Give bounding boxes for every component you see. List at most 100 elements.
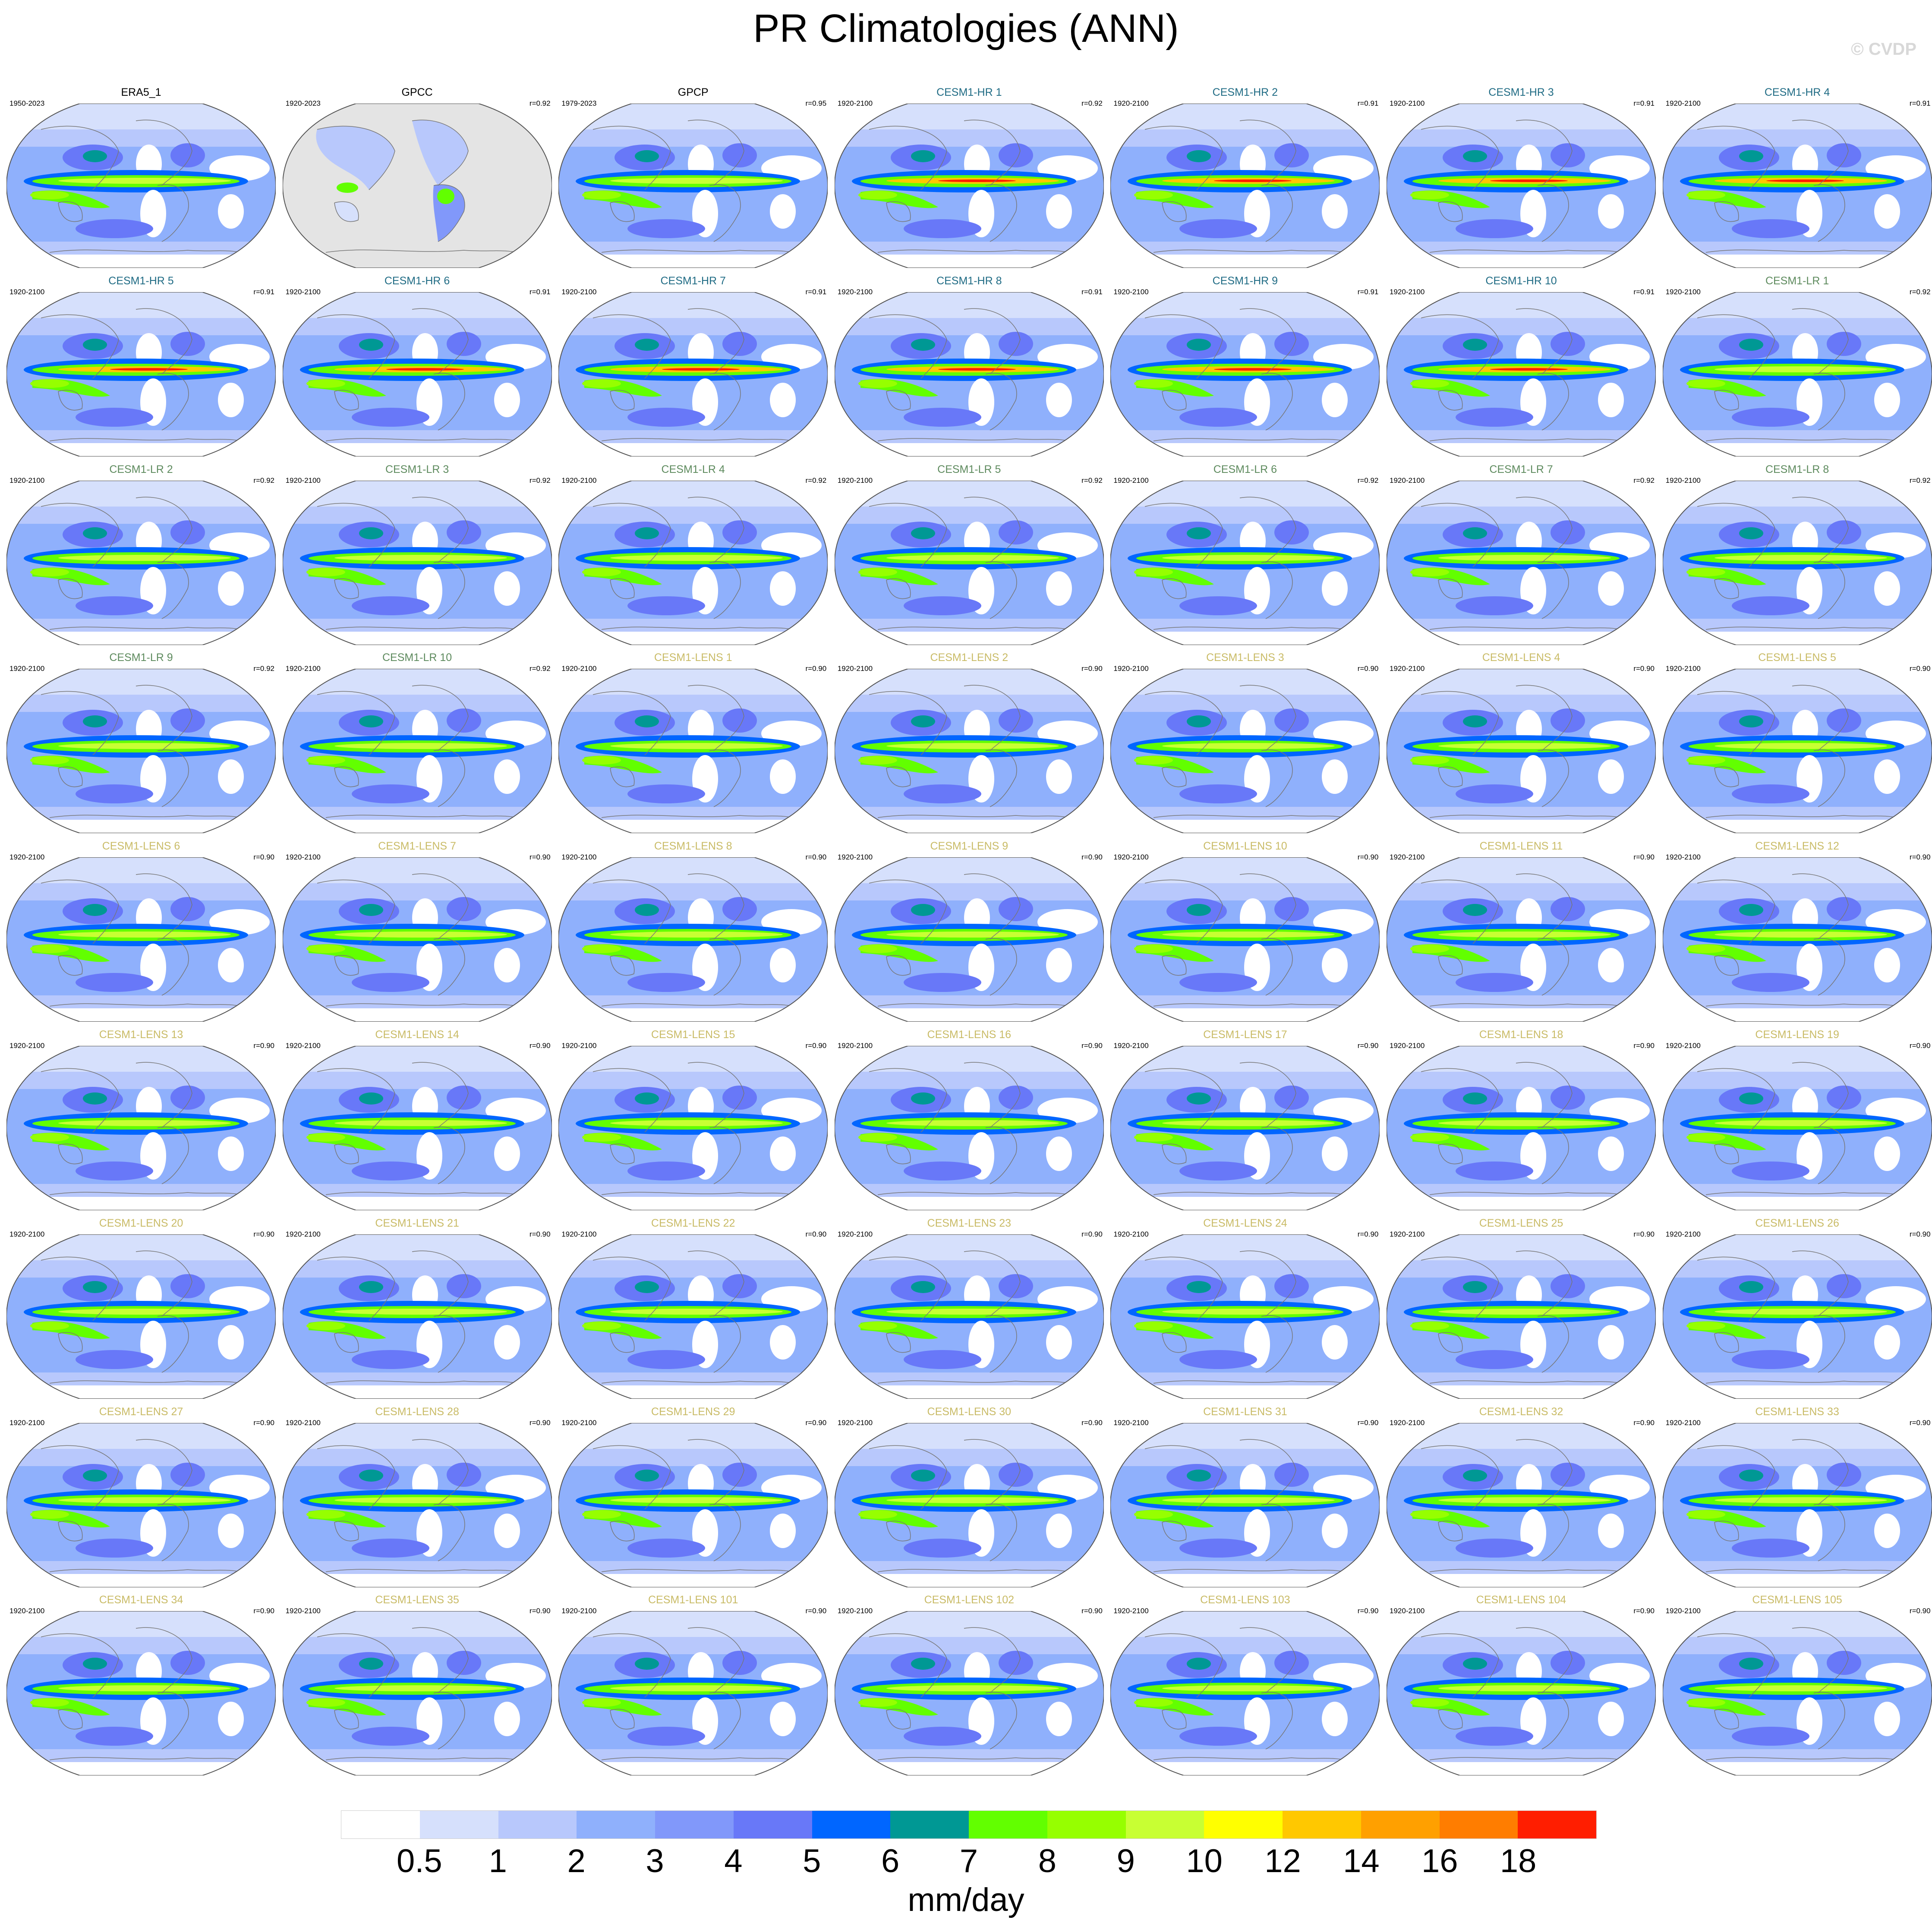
dry-south-atlantic bbox=[218, 948, 244, 983]
map-outline bbox=[6, 1234, 276, 1399]
itcz-core bbox=[1714, 1497, 1887, 1503]
map-panel: CESM1-LR 1 1920-2100 r=0.92 bbox=[1661, 275, 1932, 460]
map-outline bbox=[558, 1234, 828, 1399]
colorbar-tick-label: 3 bbox=[646, 1843, 664, 1879]
coastlines bbox=[1421, 1062, 1629, 1197]
polar-north bbox=[6, 1423, 276, 1449]
itcz-core bbox=[58, 178, 231, 184]
coastlines bbox=[317, 1627, 524, 1763]
coastlines bbox=[41, 496, 249, 632]
panel-years: 1920-2100 bbox=[1665, 1607, 1701, 1615]
storm-track-atlantic bbox=[1274, 897, 1309, 922]
polar-north bbox=[282, 1046, 552, 1072]
storm-track-atlantic bbox=[1826, 897, 1861, 922]
precip-map bbox=[1662, 480, 1932, 645]
precip-map bbox=[282, 292, 552, 456]
panel-title: CESM1-LENS 9 bbox=[930, 840, 1009, 853]
dry-south-atlantic bbox=[1322, 759, 1348, 794]
storm-track-south bbox=[1456, 1538, 1533, 1558]
polar-south bbox=[1110, 255, 1380, 268]
panel-pattern-correlation: r=0.90 bbox=[1909, 1418, 1931, 1427]
dry-south-atlantic bbox=[1598, 1702, 1624, 1737]
itcz-core bbox=[610, 1120, 783, 1126]
polar-north bbox=[1387, 1234, 1656, 1260]
precip-map bbox=[1110, 292, 1380, 456]
polar-south bbox=[1662, 443, 1932, 456]
coastlines bbox=[869, 308, 1077, 444]
storm-track-atlantic bbox=[1826, 1651, 1861, 1675]
precip-map bbox=[558, 1611, 828, 1776]
polar-south bbox=[1110, 1762, 1380, 1776]
polar-south bbox=[1387, 820, 1656, 834]
map-outline bbox=[558, 1046, 828, 1210]
polar-south bbox=[1110, 1574, 1380, 1587]
polar-south bbox=[6, 1574, 276, 1587]
dry-south-atlantic bbox=[1874, 571, 1900, 606]
polar-south bbox=[282, 1008, 552, 1022]
land-asia bbox=[315, 126, 395, 190]
colorbar-box bbox=[969, 1811, 1047, 1838]
panel-title: CESM1-LENS 22 bbox=[651, 1217, 735, 1229]
map-panel: CESM1-LENS 7 1920-2100 r=0.90 bbox=[281, 840, 553, 1026]
storm-track-atlantic bbox=[1551, 1651, 1585, 1675]
dry-south-atlantic bbox=[494, 1325, 520, 1360]
coastlines bbox=[1421, 685, 1629, 821]
panel-years: 1920-2100 bbox=[1113, 287, 1149, 296]
storm-track-south bbox=[1731, 973, 1809, 992]
panel-title: CESM1-LENS 2 bbox=[930, 652, 1009, 664]
storm-track-atlantic bbox=[722, 143, 757, 167]
storm-track-south bbox=[627, 1161, 706, 1180]
map-panel: GPCC 1920-2023 r=0.92 bbox=[281, 86, 553, 272]
panel-years: 1920-2100 bbox=[837, 287, 873, 296]
map-outline bbox=[558, 1423, 828, 1587]
polar-north bbox=[1387, 480, 1656, 507]
polar-south bbox=[558, 1762, 828, 1776]
map-outline bbox=[1387, 1234, 1656, 1399]
polar-south bbox=[1110, 820, 1380, 834]
storm-track-atlantic bbox=[170, 897, 205, 922]
panel-pattern-correlation: r=0.90 bbox=[529, 853, 551, 862]
precip-map bbox=[1387, 480, 1656, 645]
map-panel: CESM1-LENS 6 1920-2100 r=0.90 bbox=[5, 840, 277, 1026]
panel-pattern-correlation: r=0.92 bbox=[253, 664, 274, 673]
polar-north bbox=[6, 480, 276, 507]
polar-north bbox=[1662, 1423, 1932, 1449]
coastlines bbox=[1421, 1627, 1629, 1763]
map-outline bbox=[1387, 1046, 1656, 1210]
panel-years: 1920-2100 bbox=[285, 664, 321, 673]
coastlines bbox=[1145, 685, 1352, 821]
dry-south-atlantic bbox=[1322, 1136, 1348, 1171]
map-outline bbox=[1662, 480, 1932, 645]
map-panel: CESM1-LENS 28 1920-2100 r=0.90 bbox=[281, 1406, 553, 1591]
dry-south-atlantic bbox=[1598, 1513, 1624, 1548]
dry-south-atlantic bbox=[218, 571, 244, 606]
storm-track-atlantic bbox=[1826, 331, 1861, 356]
storm-track-south bbox=[351, 784, 429, 804]
itcz-core bbox=[58, 1497, 231, 1503]
itcz-core bbox=[886, 1308, 1059, 1315]
storm-track-south bbox=[903, 219, 981, 238]
coastlines bbox=[869, 1627, 1077, 1763]
panel-pattern-correlation: r=0.90 bbox=[1909, 1042, 1931, 1050]
dry-south-atlantic bbox=[770, 382, 796, 417]
map-panel: CESM1-LR 6 1920-2100 r=0.92 bbox=[1109, 463, 1381, 649]
itcz-core bbox=[334, 743, 507, 749]
precip-map bbox=[558, 669, 828, 834]
panel-pattern-correlation: r=0.91 bbox=[1081, 287, 1103, 296]
storm-track-south bbox=[76, 973, 153, 992]
itcz-max bbox=[1766, 179, 1844, 182]
panel-pattern-correlation: r=0.91 bbox=[1633, 99, 1655, 107]
panel-years: 1920-2100 bbox=[561, 1418, 597, 1427]
panel-years: 1920-2100 bbox=[285, 1042, 321, 1050]
coastlines bbox=[593, 1062, 801, 1197]
precip-map bbox=[558, 1234, 828, 1399]
polar-north bbox=[558, 292, 828, 318]
coastlines bbox=[1697, 1438, 1904, 1574]
itcz-core bbox=[1438, 1497, 1611, 1503]
precip-map bbox=[6, 857, 276, 1022]
precip-map bbox=[6, 1423, 276, 1587]
dry-south-atlantic bbox=[1598, 948, 1624, 983]
polar-south bbox=[1387, 1197, 1656, 1210]
panel-years: 1920-2100 bbox=[837, 1607, 873, 1615]
coastlines bbox=[1697, 685, 1904, 821]
